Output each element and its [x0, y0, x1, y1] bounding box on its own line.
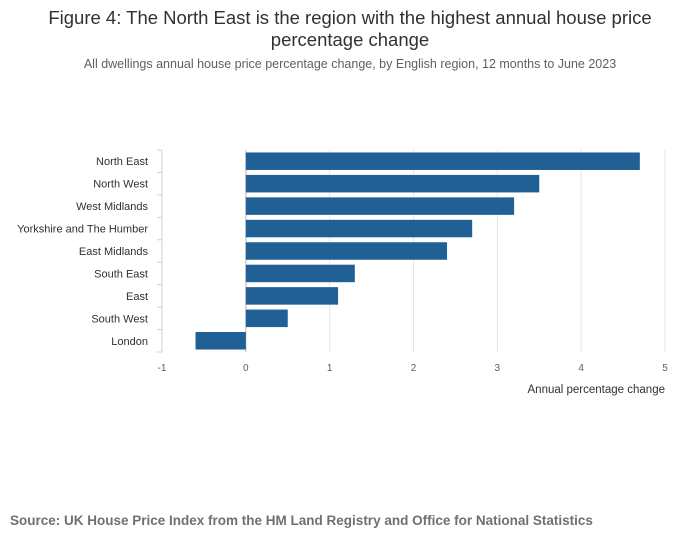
category-label: West Midlands: [76, 201, 148, 213]
category-label: London: [111, 336, 148, 348]
bar: [245, 242, 448, 260]
x-tick-label: 1: [327, 363, 333, 374]
bar: [245, 197, 515, 215]
category-label: East: [126, 291, 148, 303]
bar: [245, 152, 640, 170]
category-label: East Midlands: [79, 246, 149, 258]
x-axis-title: Annual percentage change: [528, 384, 665, 396]
bar: [195, 332, 246, 350]
chart-title: Figure 4: The North East is the region w…: [48, 7, 652, 50]
source-note: Source: UK House Price Index from the HM…: [10, 513, 593, 528]
x-tick-label: 5: [662, 363, 668, 374]
bar: [245, 174, 540, 193]
x-tick-label: 0: [243, 363, 249, 374]
x-tick-label: 4: [578, 363, 584, 374]
category-label: South West: [91, 313, 148, 325]
category-label: North East: [96, 156, 148, 168]
bar: [245, 309, 288, 328]
bar: [245, 264, 355, 283]
category-label: North West: [93, 179, 148, 191]
category-label: Yorkshire and The Humber: [17, 224, 148, 236]
x-tick-label: 3: [495, 363, 501, 374]
chart-subtitle: All dwellings annual house price percent…: [83, 57, 617, 71]
bar: [245, 287, 339, 305]
category-label: South East: [94, 268, 148, 280]
x-tick-label: 2: [411, 363, 417, 374]
x-tick-label: -1: [158, 363, 167, 374]
bar: [245, 219, 473, 238]
